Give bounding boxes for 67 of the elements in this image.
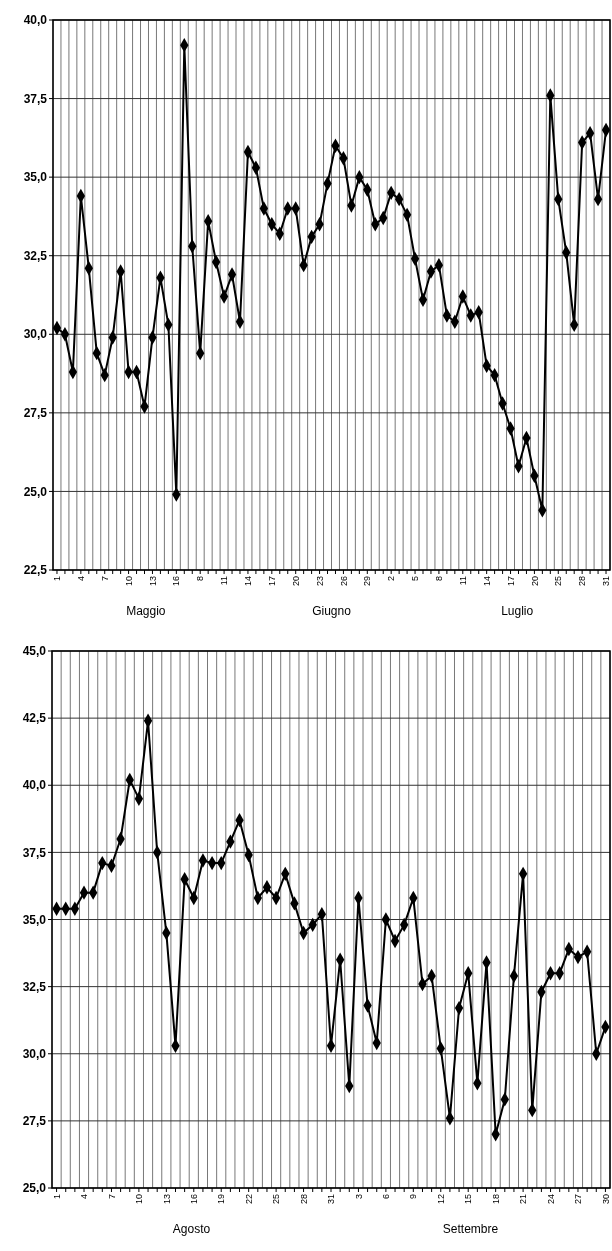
y-tick-label: 35,0 — [22, 912, 47, 927]
y-tick-label: 37,5 — [22, 845, 47, 860]
y-tick-label: 35,0 — [23, 170, 48, 185]
x-tick-label: 28 — [577, 576, 588, 587]
x-tick-label: 17 — [505, 576, 516, 587]
x-tick-label: 26 — [338, 576, 349, 587]
x-tick-label: 31 — [326, 1194, 337, 1205]
x-tick-label: 31 — [601, 576, 612, 587]
x-tick-label: 10 — [134, 1194, 145, 1205]
x-tick-label: 28 — [298, 1194, 309, 1205]
x-tick-label: 20 — [290, 576, 301, 587]
x-tick-label: 25 — [271, 1194, 282, 1205]
y-tick-label: 40,0 — [23, 13, 48, 28]
y-tick-label: 27,5 — [22, 1114, 47, 1129]
y-tick-label: 22,5 — [23, 563, 48, 578]
x-tick-label: 19 — [216, 1194, 227, 1205]
x-tick-label: 11 — [219, 576, 230, 586]
x-tick-label: 13 — [147, 576, 158, 587]
x-tick-label: 12 — [435, 1194, 446, 1205]
y-tick-label: 25,0 — [22, 1181, 47, 1196]
y-tick-label: 45,0 — [22, 644, 47, 659]
y-tick-label: 30,0 — [23, 327, 48, 342]
y-tick-label: 32,5 — [22, 979, 47, 994]
x-tick-label: 15 — [463, 1194, 474, 1205]
text: Settembre — [442, 1222, 499, 1236]
x-tick-label: 21 — [518, 1194, 529, 1205]
x-tick-label: 7 — [99, 576, 110, 582]
x-tick-label: 16 — [171, 576, 182, 587]
text: Luglio — [501, 604, 534, 618]
x-tick-label: 29 — [362, 576, 373, 587]
x-tick-label: 1 — [51, 1194, 62, 1200]
x-tick-label: 11 — [457, 576, 468, 586]
x-tick-label: 14 — [481, 576, 492, 587]
x-tick-label: 8 — [434, 576, 445, 582]
x-tick-label: 16 — [188, 1194, 199, 1205]
x-tick-label: 8 — [195, 576, 206, 582]
x-tick-label: 22 — [243, 1194, 254, 1205]
x-tick-label: 30 — [600, 1194, 611, 1205]
x-tick-label: 9 — [408, 1194, 419, 1200]
x-tick-label: 6 — [381, 1194, 392, 1200]
x-tick-label: 1 — [52, 576, 63, 582]
x-tick-label: 3 — [353, 1194, 364, 1200]
y-tick-label: 37,5 — [23, 91, 48, 106]
x-tick-label: 14 — [243, 576, 254, 587]
x-tick-label: 20 — [529, 576, 540, 587]
y-tick-label: 27,5 — [23, 406, 48, 421]
text: Maggio — [126, 604, 166, 618]
x-tick-label: 18 — [490, 1194, 501, 1205]
text: Agosto — [172, 1222, 211, 1236]
x-tick-label: 10 — [123, 576, 134, 587]
x-tick-label: 17 — [266, 576, 277, 587]
x-tick-label: 4 — [76, 576, 86, 582]
x-tick-label: 25 — [553, 576, 564, 587]
text: Giugno — [312, 604, 352, 618]
x-tick-label: 5 — [410, 576, 421, 582]
x-tick-label: 13 — [161, 1194, 172, 1205]
x-tick-label: 7 — [106, 1194, 117, 1200]
x-tick-label: 4 — [79, 1194, 90, 1200]
x-tick-label: 23 — [314, 576, 325, 587]
y-tick-label: 42,5 — [22, 711, 47, 726]
x-tick-label: 2 — [386, 576, 397, 582]
y-tick-label: 25,0 — [23, 484, 48, 499]
x-tick-label: 27 — [573, 1194, 584, 1205]
y-tick-label: 30,0 — [22, 1046, 47, 1061]
y-tick-label: 32,5 — [23, 248, 48, 263]
x-tick-label: 24 — [545, 1194, 556, 1205]
y-tick-label: 40,0 — [22, 778, 47, 793]
